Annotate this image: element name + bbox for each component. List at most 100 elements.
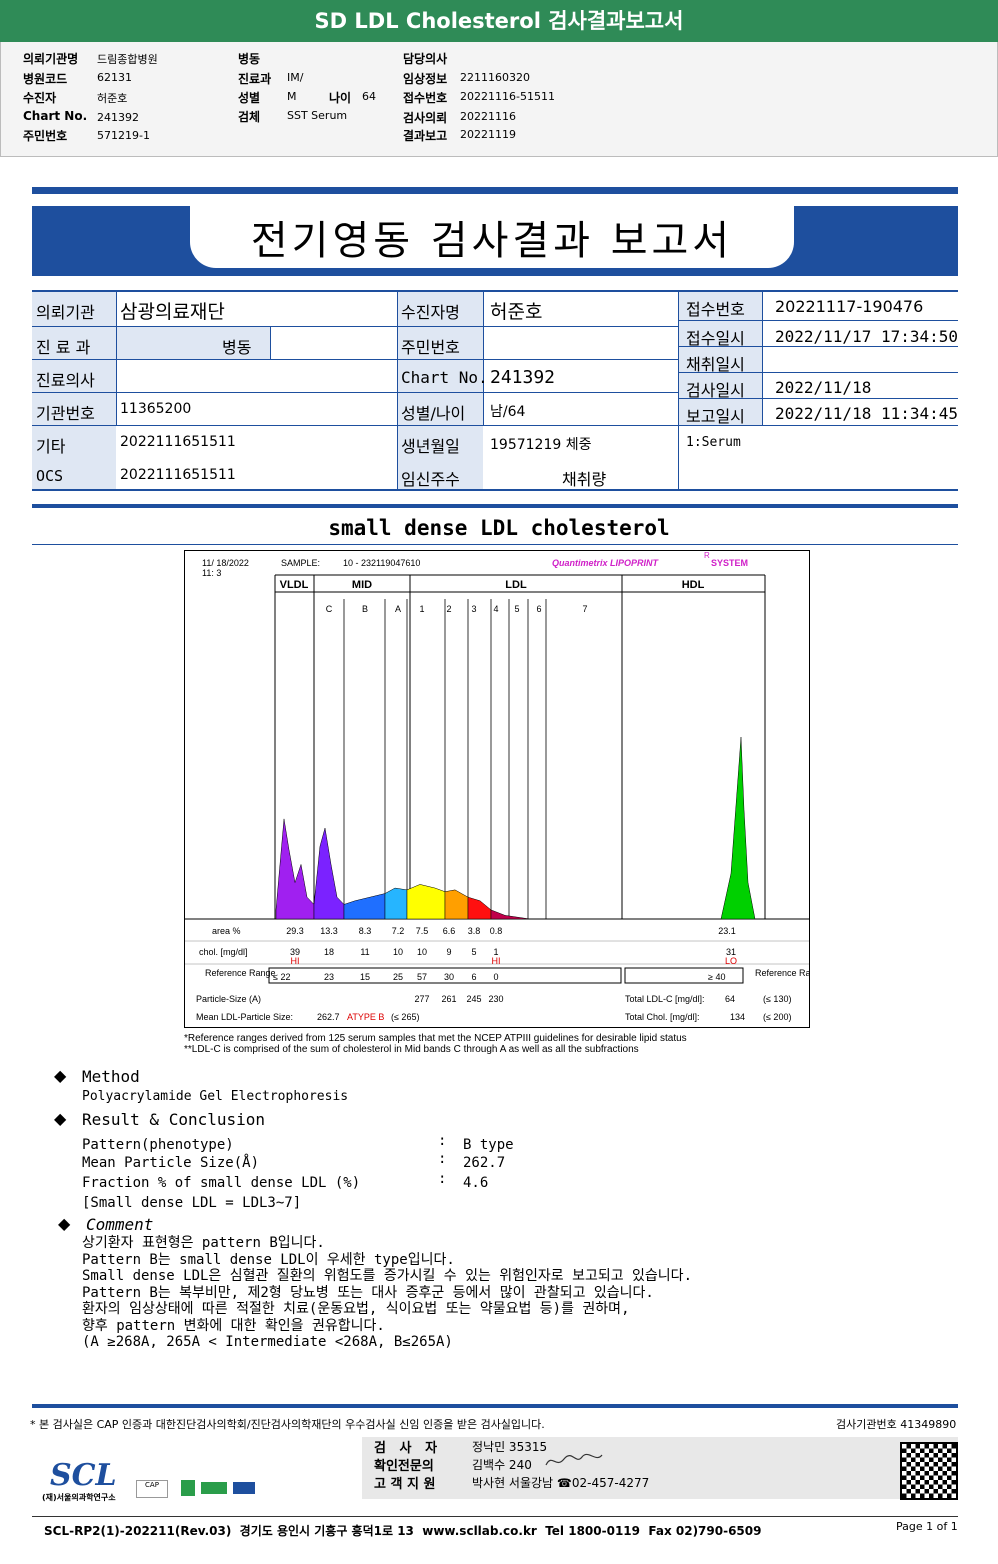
chart-mean-type: ATYPE B xyxy=(347,1012,384,1022)
chart-ref-box xyxy=(268,967,622,984)
grid-received-label: 접수일시 xyxy=(686,329,745,348)
chart-ref-left: ≤ 22 xyxy=(273,972,290,982)
chart-peak-mid-b xyxy=(343,893,386,920)
grid-test-date-label: 검사일시 xyxy=(686,381,745,400)
footer-cert-note: * 본 검사실은 CAP 인증과 대한진단검사의학회/진단검사의학재단의 우수검… xyxy=(30,1418,545,1431)
dept-label: 진료과 xyxy=(238,72,272,86)
chart-area-value: 0.8 xyxy=(490,926,503,936)
sig-specialist-label: 확인전문의 xyxy=(374,1459,434,1474)
chart-brand-mark: R xyxy=(704,551,710,560)
chart-ref-value: 30 xyxy=(444,972,454,982)
chart-chol-value: 39 xyxy=(290,947,300,957)
result-pattern-label: Pattern(phenotype) xyxy=(82,1137,234,1153)
chart-area-value: 6.6 xyxy=(443,926,456,936)
chart-group-label: MID xyxy=(352,579,372,591)
report-top-title: SD LDL Cholesterol 검사결과보고서 xyxy=(0,0,998,42)
grid-receipt-value: 20221117-190476 xyxy=(775,297,924,316)
specimen-label: 검체 xyxy=(238,110,261,124)
comment-body: 상기환자 표현형은 pattern B입니다. Pattern B는 small… xyxy=(82,1235,692,1351)
chart-particle-value: 230 xyxy=(488,994,503,1004)
grid-institution-value: 삼광의료재단 xyxy=(120,301,225,323)
chart-flag-ldl4: HI xyxy=(492,956,501,966)
chart-total-ldl-label: Total LDL-C [mg/dl]: xyxy=(625,994,705,1004)
chart-chol-value: 10 xyxy=(417,947,427,957)
grid-etc-label: 기타 xyxy=(36,437,66,456)
report-date-value: 20221119 xyxy=(460,128,516,141)
chart-particle-value: 261 xyxy=(441,994,456,1004)
receipt-no-value: 20221116-51511 xyxy=(460,90,555,103)
chart-mean-value: 262.7 xyxy=(317,1012,340,1022)
chart-particle-value: 245 xyxy=(466,994,481,1004)
chart-flag-vldl: HI xyxy=(291,956,300,966)
chart-band-label: A xyxy=(395,604,401,614)
patient-label: 수진자 xyxy=(23,91,57,105)
electrophoresis-chart: 11/ 18/2022 11: 3 SAMPLE: 10 - 232119047… xyxy=(184,550,810,1028)
chart-band-label: C xyxy=(326,604,333,614)
comment-line: (A ≥268A, 265A < Intermediate <268A, B≤2… xyxy=(82,1334,453,1350)
result-size-value: 262.7 xyxy=(463,1155,506,1171)
comment-bullet-icon: ◆ xyxy=(58,1214,71,1233)
chart-no-value: 241392 xyxy=(97,111,139,124)
chart-group-label: LDL xyxy=(505,579,527,591)
chart-area-value: 13.3 xyxy=(320,926,338,936)
rrn-value: 571219-1 xyxy=(97,129,150,142)
chart-group-label: VLDL xyxy=(280,579,309,591)
footer-bottom-line xyxy=(32,1516,958,1517)
clinical-info-value: 2211160320 xyxy=(460,71,530,84)
chart-band-label: 2 xyxy=(446,604,451,614)
chart-peak-ldl3 xyxy=(467,896,492,920)
chart-chol-value: 10 xyxy=(393,947,403,957)
grid-test-date-value: 2022/11/18 xyxy=(775,378,872,397)
chart-ref-hdl-box xyxy=(624,967,744,984)
request-date-value: 20221116 xyxy=(460,110,516,123)
clinical-info-label: 임상정보 xyxy=(403,72,448,86)
chart-area-value: 3.8 xyxy=(468,926,481,936)
chart-date: 11/ 18/2022 xyxy=(202,558,249,568)
chart-ref-value: 6 xyxy=(471,972,476,982)
chart-hdl-chol-value: 31 xyxy=(726,947,736,957)
grid-patient-value: 허준호 xyxy=(490,301,543,323)
chart-peak-ldl2 xyxy=(444,889,469,920)
chart-ref-value: 0 xyxy=(493,972,498,982)
request-date-label: 검사의뢰 xyxy=(403,111,448,125)
result-fraction-sep: : xyxy=(438,1171,447,1187)
grid-report-date-value: 2022/11/18 11:34:45 xyxy=(775,404,959,423)
chart-flag-hdl: LO xyxy=(725,956,737,966)
chart-band-label: 3 xyxy=(471,604,476,614)
comment-line: Pattern B는 small dense LDL이 우세한 type입니다. xyxy=(82,1251,455,1268)
comment-line: Small dense LDL은 심혈관 질환의 위험도를 증가시킬 수 있는 … xyxy=(82,1268,692,1284)
chart-total-chol-value: 134 xyxy=(730,1012,745,1022)
comment-title: Comment xyxy=(86,1215,154,1234)
grid-ocs-label: OCS xyxy=(36,467,64,485)
chart-peak-mid-a xyxy=(384,887,408,920)
grid-birth-value: 19571219 체중 xyxy=(490,437,592,453)
scl-logo-sub: (재)서울의과학연구소 xyxy=(42,1493,116,1502)
chart-footnote-2: **LDL-C is comprised of the sum of chole… xyxy=(184,1044,639,1055)
chart-chol-value: 5 xyxy=(471,947,476,957)
patient-header: 의뢰기관명 드림종합병원 병원코드 62131 수진자 허준호 Chart No… xyxy=(0,42,998,157)
chart-ref-value: 57 xyxy=(417,972,427,982)
chart-chol-value: 1 xyxy=(493,947,498,957)
ward-label: 병동 xyxy=(238,52,261,66)
result-fraction-label: Fraction % of small dense LDL (%) xyxy=(82,1175,361,1191)
method-bullet-icon: ◆ xyxy=(54,1066,67,1085)
chart-chol-value: 18 xyxy=(324,947,334,957)
result-size-label: Mean Particle Size(Å) xyxy=(82,1155,260,1171)
chart-area-value: 7.5 xyxy=(416,926,429,936)
method-text: Polyacrylamide Gel Electrophoresis xyxy=(82,1089,349,1104)
chart-brand: Quantimetrix LIPOPRINT xyxy=(552,558,659,568)
sig-specialist-value: 김백수 240 xyxy=(472,1458,532,1472)
chart-footnote-1: *Reference ranges derived from 125 serum… xyxy=(184,1033,687,1044)
chart-peak-ldl4 xyxy=(490,909,531,920)
hospital-code-value: 62131 xyxy=(97,71,132,84)
grid-pregnancy-label: 임신주수 xyxy=(401,470,460,489)
signature-mark-icon xyxy=(545,1453,603,1466)
method-title: Method xyxy=(82,1067,140,1086)
grid-specimen-note: 1:Serum xyxy=(686,435,741,450)
footer-address: SCL-RP2(1)-202211(Rev.03) 경기도 용인시 기흥구 흥덕… xyxy=(44,1524,762,1538)
result-title: Result & Conclusion xyxy=(82,1110,266,1129)
chart-mean-label: Mean LDL-Particle Size: xyxy=(196,1012,293,1022)
signature-panel: 검 사 자 정낙민 35315 확인전문의 김백수 240 고 객 지 원 박사… xyxy=(362,1437,958,1499)
grid-rrn-label: 주민번호 xyxy=(401,338,460,357)
grid-etc-value: 2022111651511 xyxy=(120,434,236,450)
